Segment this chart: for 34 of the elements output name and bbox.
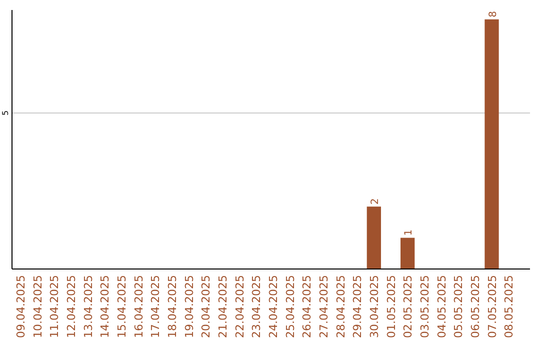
x-tick-label: 01.05.2025 xyxy=(384,275,398,338)
x-tick-label: 03.05.2025 xyxy=(418,275,432,338)
x-tick-label: 14.04.2025 xyxy=(98,275,112,338)
x-tick-label: 29.04.2025 xyxy=(351,275,364,338)
x-tick-label: 08.05.2025 xyxy=(502,275,516,338)
x-tick-label: 06.05.2025 xyxy=(468,275,482,338)
x-tick-label: 09.04.2025 xyxy=(14,275,28,338)
x-tick-label: 21.04.2025 xyxy=(216,275,230,338)
x-tick-label: 15.04.2025 xyxy=(115,275,128,338)
x-tick-label: 23.04.2025 xyxy=(250,275,264,338)
x-tick-label: 04.05.2025 xyxy=(435,275,448,338)
x-tick-label: 02.05.2025 xyxy=(402,275,415,338)
x-tick-label: 19.04.2025 xyxy=(182,275,196,338)
x-tick-label: 10.04.2025 xyxy=(31,275,44,338)
x-tick-label: 25.04.2025 xyxy=(284,275,297,338)
x-tick-label: 30.04.2025 xyxy=(368,275,381,338)
x-tick-label: 20.04.2025 xyxy=(200,275,213,338)
y-tick-label: 5 xyxy=(1,110,10,116)
x-tick-label: 27.04.2025 xyxy=(317,275,330,338)
x-tick-label: 12.04.2025 xyxy=(64,275,78,338)
data-label: 1 xyxy=(404,229,415,236)
x-tick-label: 13.04.2025 xyxy=(82,275,95,338)
x-tick-label: 05.05.2025 xyxy=(452,275,466,338)
x-tick-label: 22.04.2025 xyxy=(233,275,246,338)
data-label: 2 xyxy=(370,198,381,205)
x-tick-label: 18.04.2025 xyxy=(166,275,179,338)
x-tick-label: 24.04.2025 xyxy=(266,275,280,338)
x-tick-label: 11.04.2025 xyxy=(48,275,62,338)
x-tick-label: 07.05.2025 xyxy=(486,275,499,338)
data-label: 8 xyxy=(488,10,499,18)
x-tick-label: 26.04.2025 xyxy=(300,275,314,338)
x-tick-label: 16.04.2025 xyxy=(132,275,146,338)
x-tick-label: 17.04.2025 xyxy=(149,275,162,338)
x-tick-label: 28.04.2025 xyxy=(334,275,348,338)
